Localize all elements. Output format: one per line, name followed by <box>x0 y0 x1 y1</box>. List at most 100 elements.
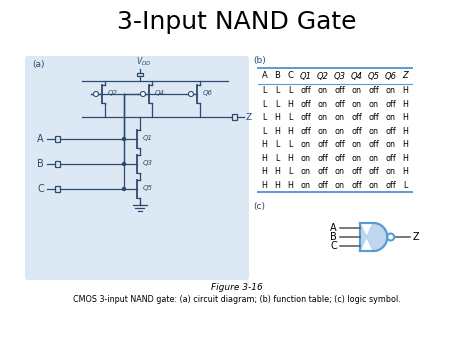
Text: L: L <box>288 113 292 122</box>
Text: H: H <box>274 181 281 190</box>
Text: H: H <box>288 181 293 190</box>
Text: on: on <box>368 100 379 109</box>
Text: Q6: Q6 <box>203 90 213 96</box>
Text: H: H <box>288 154 293 163</box>
Text: L: L <box>262 86 267 95</box>
Text: off: off <box>385 127 396 136</box>
Text: off: off <box>300 86 311 95</box>
Text: off: off <box>351 181 362 190</box>
Text: H: H <box>262 167 267 176</box>
Text: L: L <box>262 127 267 136</box>
Text: off: off <box>368 113 379 122</box>
Text: H: H <box>402 154 409 163</box>
Bar <box>137 73 143 76</box>
Text: off: off <box>368 167 379 176</box>
Text: $V_{DD}$: $V_{DD}$ <box>136 55 151 68</box>
Text: L: L <box>403 181 408 190</box>
Text: on: on <box>352 154 362 163</box>
Text: H: H <box>288 100 293 109</box>
Text: on: on <box>368 127 379 136</box>
Text: on: on <box>352 86 362 95</box>
Text: 3-Input NAND Gate: 3-Input NAND Gate <box>117 10 357 34</box>
Text: on: on <box>352 140 362 149</box>
Text: H: H <box>402 167 409 176</box>
Text: off: off <box>334 86 345 95</box>
Text: H: H <box>402 127 409 136</box>
Text: off: off <box>300 127 311 136</box>
Text: Q1: Q1 <box>300 71 311 81</box>
Text: Z: Z <box>402 71 409 81</box>
Text: A: A <box>262 71 267 81</box>
Text: on: on <box>301 154 310 163</box>
Bar <box>55 161 60 167</box>
Text: off: off <box>385 154 396 163</box>
Text: H: H <box>262 181 267 190</box>
Text: Q2: Q2 <box>108 90 118 96</box>
Text: off: off <box>317 181 328 190</box>
Text: L: L <box>288 140 292 149</box>
Text: H: H <box>288 127 293 136</box>
Text: Z: Z <box>246 113 252 121</box>
Text: Q3: Q3 <box>143 160 153 166</box>
Text: Q5: Q5 <box>367 71 380 81</box>
Text: CMOS 3-input NAND gate: (a) circuit diagram; (b) function table; (c) logic symbo: CMOS 3-input NAND gate: (a) circuit diag… <box>73 295 401 305</box>
Text: on: on <box>335 167 345 176</box>
Text: Q4: Q4 <box>350 71 363 81</box>
Text: on: on <box>318 127 328 136</box>
Text: off: off <box>317 167 328 176</box>
Circle shape <box>140 92 146 97</box>
Text: Q6: Q6 <box>384 71 396 81</box>
Text: (b): (b) <box>253 55 266 65</box>
Text: off: off <box>317 154 328 163</box>
Text: L: L <box>262 113 267 122</box>
Circle shape <box>122 163 126 165</box>
Text: Q4: Q4 <box>155 90 165 96</box>
Text: off: off <box>300 100 311 109</box>
Text: on: on <box>318 113 328 122</box>
Text: L: L <box>275 140 280 149</box>
Text: on: on <box>301 140 310 149</box>
Bar <box>232 114 237 120</box>
Circle shape <box>189 92 193 97</box>
Text: H: H <box>274 127 281 136</box>
Text: L: L <box>275 100 280 109</box>
Text: H: H <box>402 113 409 122</box>
Text: Q3: Q3 <box>334 71 346 81</box>
Text: C: C <box>288 71 293 81</box>
Text: off: off <box>368 86 379 95</box>
Text: H: H <box>262 154 267 163</box>
Circle shape <box>93 92 99 97</box>
Text: on: on <box>301 181 310 190</box>
Text: L: L <box>275 154 280 163</box>
Text: off: off <box>334 140 345 149</box>
Text: H: H <box>402 86 409 95</box>
Text: on: on <box>385 86 395 95</box>
Text: (c): (c) <box>253 202 265 212</box>
Text: on: on <box>385 167 395 176</box>
Text: H: H <box>274 113 281 122</box>
Text: A: A <box>330 223 337 233</box>
Text: B: B <box>274 71 281 81</box>
Text: B: B <box>37 159 44 169</box>
Bar <box>55 136 60 142</box>
Text: H: H <box>402 100 409 109</box>
Text: C: C <box>37 184 44 194</box>
Text: Q1: Q1 <box>143 135 153 141</box>
Text: on: on <box>368 181 379 190</box>
Text: L: L <box>275 86 280 95</box>
Bar <box>55 186 60 192</box>
Polygon shape <box>360 223 387 251</box>
Text: on: on <box>318 86 328 95</box>
Text: off: off <box>351 167 362 176</box>
Text: on: on <box>335 181 345 190</box>
Text: off: off <box>334 154 345 163</box>
Text: on: on <box>352 100 362 109</box>
Circle shape <box>387 234 394 240</box>
Text: off: off <box>351 127 362 136</box>
Text: off: off <box>385 100 396 109</box>
FancyBboxPatch shape <box>25 56 249 280</box>
Text: H: H <box>402 140 409 149</box>
Text: on: on <box>368 154 379 163</box>
Text: off: off <box>385 181 396 190</box>
Text: L: L <box>288 167 292 176</box>
